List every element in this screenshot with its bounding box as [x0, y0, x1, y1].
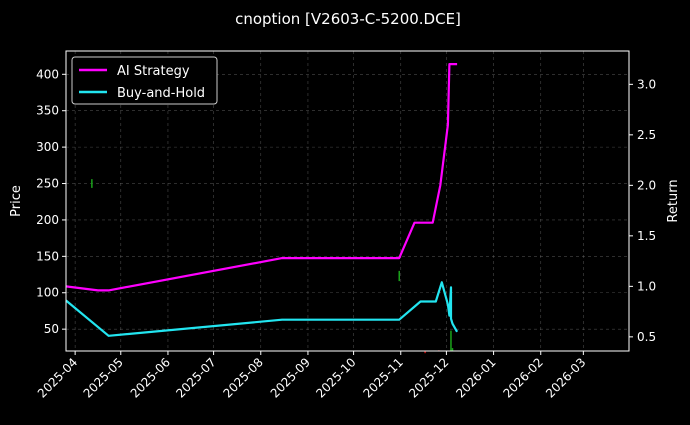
- y2-tick-label: 1.5: [637, 229, 656, 243]
- series-line-ai-strategy: [65, 62, 458, 292]
- chart-title: cnoption [V2603-C-5200.DCE]: [235, 10, 461, 28]
- legend-box: [71, 56, 218, 105]
- legend-label-buy-and-hold: Buy-and-Hold: [117, 86, 205, 101]
- series-lines: [65, 62, 459, 337]
- y-axis-right: 0.5 1.0 1.5 2.0 2.5 3.0: [629, 77, 656, 344]
- y-tick-label: 400: [36, 67, 59, 81]
- y-tick-label: 150: [36, 249, 59, 263]
- y2-tick-label: 3.0: [637, 77, 656, 91]
- y-tick-label: 200: [36, 213, 59, 227]
- y2-tick-label: 2.0: [637, 178, 656, 192]
- y-tick-label: 250: [36, 177, 59, 191]
- y-tick-label: 50: [44, 322, 59, 336]
- y2-tick-label: 1.0: [637, 279, 656, 293]
- y2-axis-label: Return: [666, 179, 681, 222]
- legend: AI Strategy Buy-and-Hold: [71, 56, 218, 105]
- y2-tick-label: 2.5: [637, 128, 656, 142]
- series-line-buy-and-hold: [65, 281, 459, 337]
- y-axis-label: Price: [9, 185, 24, 217]
- legend-label-ai-strategy: AI Strategy: [117, 64, 190, 79]
- y-tick-label: 100: [36, 286, 59, 300]
- y-tick-label: 300: [36, 140, 59, 154]
- plot-frame: [65, 50, 630, 352]
- signal-markers: [91, 179, 454, 354]
- y-tick-label: 350: [36, 104, 59, 118]
- y2-tick-label: 0.5: [637, 330, 656, 344]
- y-axis-left: 50 100 150 200 250 300 350 400: [36, 67, 66, 336]
